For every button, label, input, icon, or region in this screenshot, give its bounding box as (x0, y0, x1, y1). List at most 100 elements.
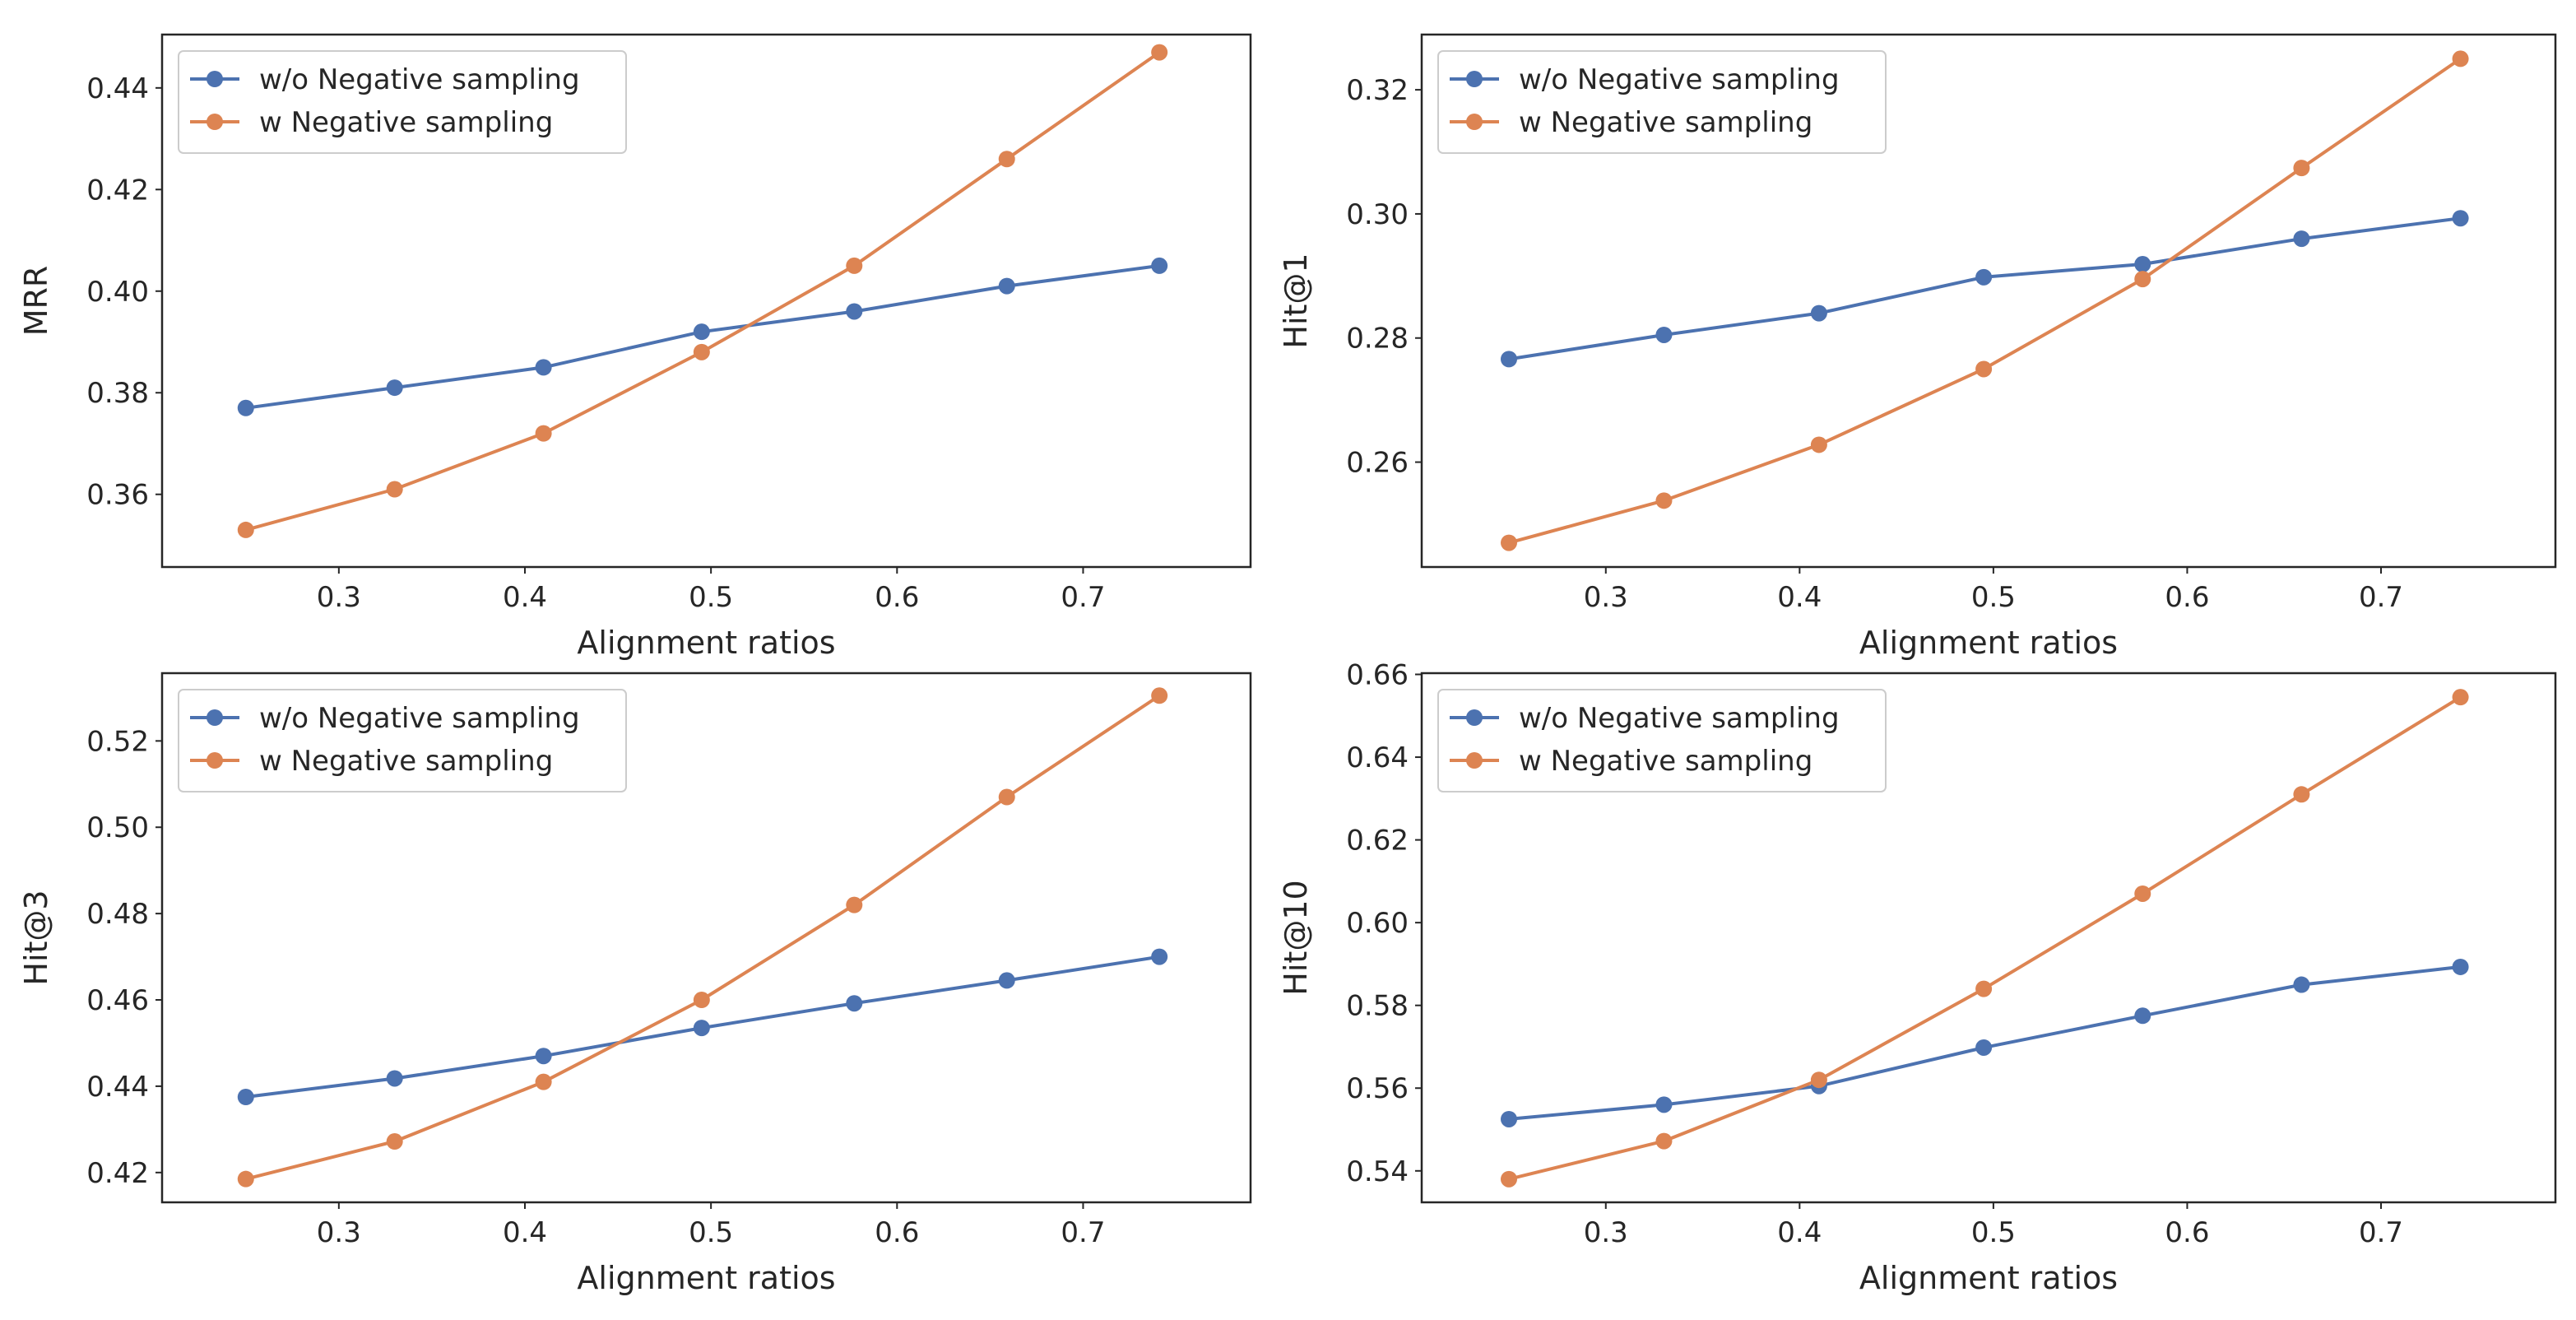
x-tick-label: 0.7 (1061, 581, 1105, 614)
data-point (386, 1070, 403, 1087)
legend-label: w Negative sampling (259, 745, 553, 778)
y-tick-label: 0.56 (1346, 1072, 1409, 1105)
data-point (998, 277, 1015, 295)
data-point (2293, 160, 2310, 177)
plot-frame (160, 33, 1252, 569)
legend-marker (1466, 114, 1483, 130)
y-tick-label: 0.42 (86, 174, 149, 207)
legend-marker (1466, 752, 1483, 769)
data-point (1501, 1170, 1517, 1188)
data-point (2452, 210, 2469, 227)
x-tick-label: 0.7 (1061, 1216, 1105, 1249)
legend-box (178, 689, 627, 792)
x-tick-label: 0.7 (2359, 1216, 2403, 1249)
legend-label: w Negative sampling (1519, 745, 1812, 778)
x-tick-label: 0.6 (2165, 581, 2209, 614)
x-axis-label: Alignment ratios (577, 625, 835, 661)
data-point (535, 1048, 552, 1065)
y-axis-label: Hit@10 (1278, 880, 1314, 995)
x-tick-label: 0.3 (317, 581, 361, 614)
data-point (2134, 256, 2151, 273)
y-tick-label: 0.28 (1346, 323, 1409, 356)
y-tick-label: 0.36 (86, 479, 149, 512)
data-point (1975, 268, 1993, 286)
legend-marker (1466, 71, 1483, 87)
x-tick-label: 0.4 (503, 581, 547, 614)
data-point (237, 399, 254, 416)
y-tick-label: 0.60 (1346, 907, 1409, 940)
x-tick-label: 0.5 (1971, 581, 2016, 614)
y-tick-label: 0.38 (86, 377, 149, 410)
x-tick-label: 0.3 (1584, 581, 1628, 614)
legend: w/o Negative sampling w Negative sampling (178, 50, 627, 154)
data-point (693, 323, 710, 341)
y-axis-label: MRR (18, 266, 54, 337)
data-point (2293, 786, 2310, 803)
legend: w/o Negative sampling w Negative sampling (1437, 50, 1887, 154)
data-point (1151, 687, 1168, 704)
data-point (2293, 230, 2310, 248)
data-point (1655, 1096, 1673, 1113)
data-point (846, 303, 863, 320)
legend-marker (207, 114, 223, 130)
data-point (1975, 1039, 1993, 1056)
y-tick-label: 0.58 (1346, 990, 1409, 1023)
data-point (1151, 948, 1168, 965)
legend-marker (207, 71, 223, 87)
x-tick-label: 0.6 (875, 1216, 919, 1249)
y-tick-label: 0.66 (1346, 659, 1409, 692)
data-point (1975, 980, 1993, 997)
legend-box (1437, 50, 1887, 154)
data-point (2134, 271, 2151, 288)
x-tick-label: 0.4 (503, 1216, 547, 1249)
data-point (693, 1020, 710, 1037)
data-point (386, 1133, 403, 1150)
y-tick-label: 0.44 (86, 72, 149, 105)
data-point (693, 992, 710, 1009)
data-point (998, 788, 1015, 806)
plot-frame (1420, 33, 2557, 569)
data-point (998, 151, 1015, 168)
plot-frame (1420, 672, 2557, 1204)
y-axis-label: Hit@1 (1278, 253, 1314, 348)
data-point (1655, 1132, 1673, 1150)
x-tick-label: 0.4 (1777, 1216, 1822, 1249)
data-point (1810, 436, 1827, 453)
y-axis-label: Hit@3 (18, 890, 54, 985)
x-tick-label: 0.5 (689, 581, 733, 614)
y-tick-label: 0.26 (1346, 447, 1409, 480)
data-point (1151, 44, 1168, 61)
data-point (1501, 351, 1517, 368)
data-point (237, 1170, 254, 1188)
x-tick-label: 0.7 (2359, 581, 2403, 614)
data-point (846, 257, 863, 274)
x-tick-label: 0.3 (1584, 1216, 1628, 1249)
data-point (2134, 1007, 2151, 1025)
y-tick-label: 0.46 (86, 984, 149, 1017)
y-tick-label: 0.40 (86, 276, 149, 309)
data-point (535, 359, 552, 376)
x-tick-label: 0.5 (1971, 1216, 2016, 1249)
data-point (846, 995, 863, 1012)
data-point (535, 425, 552, 442)
data-point (693, 343, 710, 360)
data-point (2452, 958, 2469, 975)
legend-label: w/o Negative sampling (1519, 702, 1840, 735)
legend: w/o Negative sampling w Negative sampling (178, 689, 627, 792)
legend-marker (207, 709, 223, 726)
data-point (237, 521, 254, 538)
legend-box (178, 50, 627, 154)
data-point (1975, 360, 1993, 378)
y-tick-label: 0.44 (86, 1071, 149, 1104)
data-point (386, 379, 403, 397)
data-point (1501, 1110, 1517, 1127)
legend-marker (1466, 709, 1483, 726)
data-point (2452, 689, 2469, 706)
legend-marker (207, 752, 223, 769)
y-tick-label: 0.48 (86, 898, 149, 931)
y-tick-label: 0.32 (1346, 74, 1409, 107)
x-tick-label: 0.5 (689, 1216, 733, 1249)
x-tick-label: 0.6 (875, 581, 919, 614)
